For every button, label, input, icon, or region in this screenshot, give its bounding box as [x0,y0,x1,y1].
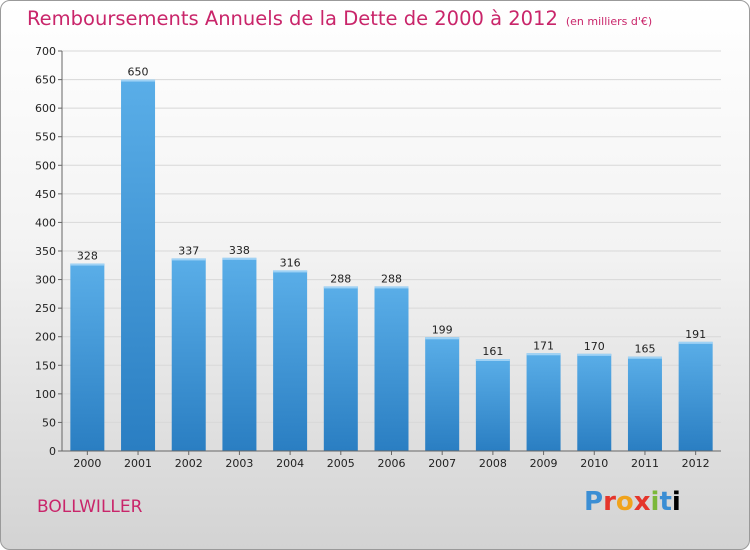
data-label: 165 [634,343,655,356]
x-tick-label: 2002 [175,457,203,470]
y-tick-label: 600 [35,102,56,115]
y-tick-label: 550 [35,131,56,144]
x-tick-label: 2006 [378,457,406,470]
bar-2008 [475,359,510,451]
chart-subtitle: (en milliers d'€) [565,15,653,28]
commune-name: BOLLWILLER [37,497,143,517]
y-tick-label: 50 [42,416,56,429]
y-axis: 0 50 100 150 200 250 300 350 400 450 500 550 600 650 7… [35,45,63,458]
y-tick-label: 500 [35,159,56,172]
x-axis: 2000 2001 2002 2003 2004 2005 2006 2007 2008 2009… [62,450,721,470]
bar-highlight [526,353,561,356]
x-tick-label: 2010 [580,457,608,470]
y-tick-label: 350 [35,245,56,258]
bar-highlight [475,359,510,361]
data-label: 288 [381,272,402,285]
x-tick-label: 2011 [631,457,659,470]
x-tick-label: 2009 [530,457,558,470]
y-tick-label: 150 [35,359,56,372]
bar-2004 [273,270,308,451]
y-tick-label: 300 [35,274,56,287]
bar-highlight [121,79,156,82]
data-label: 171 [533,339,554,352]
bar-2012 [678,341,713,451]
y-tick-label: 200 [35,331,56,344]
bar-2003 [222,257,257,451]
bar-highlight [425,337,460,340]
bar-2006 [374,286,409,451]
bar-2005 [323,286,358,451]
x-tick-label: 2000 [73,457,101,470]
bar-2009 [526,353,561,451]
bars: 328 650 337 338 316 288 288 199 161 171 170 165 191 [70,66,713,452]
bar-highlight [577,353,612,356]
x-tick-label: 2007 [428,457,456,470]
data-label: 328 [77,250,98,263]
data-label: 337 [178,244,199,257]
bar-highlight [374,286,409,289]
x-tick-label: 2008 [479,457,507,470]
bar-highlight [222,257,257,260]
data-label: 161 [482,345,503,358]
x-tick-label: 2001 [124,457,152,470]
bar-highlight [171,258,206,261]
y-tick-label: 250 [35,302,56,315]
data-label: 338 [229,244,250,257]
bar-highlight [678,341,713,344]
proxiti-logo: Proxiti [584,487,681,517]
data-label: 316 [280,256,301,269]
bar-2011 [627,356,662,451]
data-label: 288 [330,272,351,285]
y-tick-label: 0 [49,445,56,458]
y-tick-label: 700 [35,45,56,58]
bar-2000 [70,263,105,451]
data-label: 170 [584,340,605,353]
bar-2010 [577,353,612,451]
y-tick-label: 650 [35,74,56,87]
chart-title: Remboursements Annuels de la Dette de 20… [27,7,652,30]
x-tick-label: 2003 [225,457,253,470]
bar-2007 [425,337,460,451]
bar-highlight [323,286,358,289]
data-label: 191 [685,328,706,341]
chart-title-text: Remboursements Annuels de la Dette de 20… [27,7,558,30]
bar-2001 [121,79,156,452]
data-label: 199 [432,323,453,336]
data-label: 650 [128,66,149,79]
x-tick-label: 2004 [276,457,304,470]
y-tick-label: 100 [35,388,56,401]
bar-highlight [70,263,105,266]
bar-highlight [273,270,308,273]
bar-2002 [171,258,206,451]
x-tick-label: 2012 [682,457,710,470]
x-tick-label: 2005 [327,457,355,470]
bar-highlight [627,356,662,359]
y-tick-label: 400 [35,216,56,229]
y-tick-label: 450 [35,188,56,201]
